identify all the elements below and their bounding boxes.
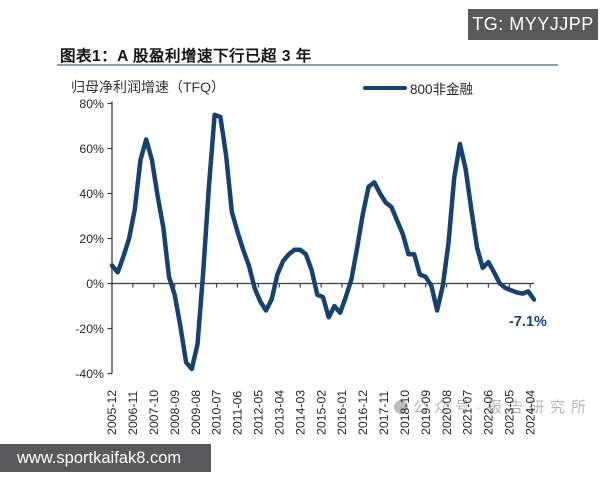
figure-caption: 图表1：A 股盈利增速下行已超 3 年: [60, 48, 312, 65]
legend-line-marker: [363, 85, 407, 91]
svg-text:2005-12: 2005-12: [105, 390, 119, 435]
gray-watermark: 公众号·报告研究所: [394, 396, 592, 417]
svg-text:60%: 60%: [79, 142, 104, 156]
svg-text:2008-09: 2008-09: [168, 390, 182, 435]
svg-text:2007-10: 2007-10: [147, 390, 161, 435]
site-url-watermark: www.sportkaifak8.com: [0, 444, 211, 472]
svg-text:2006-11: 2006-11: [126, 391, 140, 435]
chart-legend: 800非金融: [363, 78, 473, 98]
svg-text:2021-07: 2021-07: [461, 390, 475, 435]
line-chart: 80% 60% 40% 20% 0% -20% -40%2005-12 2006-11 2007…: [75, 97, 537, 435]
svg-text:20%: 20%: [79, 232, 104, 246]
svg-text:2010-07: 2010-07: [210, 390, 224, 435]
svg-text:2016-01: 2016-01: [335, 390, 349, 435]
last-value-annotation: -7.1%: [509, 314, 547, 330]
svg-text:2014-03: 2014-03: [293, 390, 307, 435]
svg-text:2019-09: 2019-09: [419, 390, 433, 435]
tg-watermark-badge: TG: MYYJJPP: [468, 9, 598, 40]
svg-text:2009-08: 2009-08: [189, 390, 203, 435]
svg-text:0%: 0%: [86, 277, 104, 291]
watermark-text: 公众号·报告研究所: [413, 399, 592, 416]
watermark-logo-icon: [394, 399, 408, 414]
svg-text:2020-08: 2020-08: [440, 390, 454, 435]
svg-text:-20%: -20%: [75, 322, 104, 336]
svg-text:2016-12: 2016-12: [356, 390, 370, 435]
svg-text:2023-05: 2023-05: [502, 390, 516, 435]
caption-rule: [57, 64, 558, 66]
svg-text:2011-06: 2011-06: [231, 391, 245, 435]
svg-text:2018-10: 2018-10: [398, 390, 412, 435]
svg-text:2017-11: 2017-11: [377, 391, 391, 435]
legend-series-label: 800非金融: [410, 82, 474, 97]
svg-text:2013-04: 2013-04: [272, 390, 286, 435]
svg-text:80%: 80%: [79, 97, 104, 111]
svg-text:2015-02: 2015-02: [314, 390, 328, 435]
svg-text:40%: 40%: [79, 187, 104, 201]
svg-text:2022-06: 2022-06: [482, 390, 496, 435]
svg-text:2024-04: 2024-04: [523, 390, 537, 435]
svg-text:2012-05: 2012-05: [252, 390, 266, 435]
svg-text:-40%: -40%: [75, 367, 104, 381]
y-axis-title: 归母净利润增速（TFQ）: [71, 79, 225, 95]
